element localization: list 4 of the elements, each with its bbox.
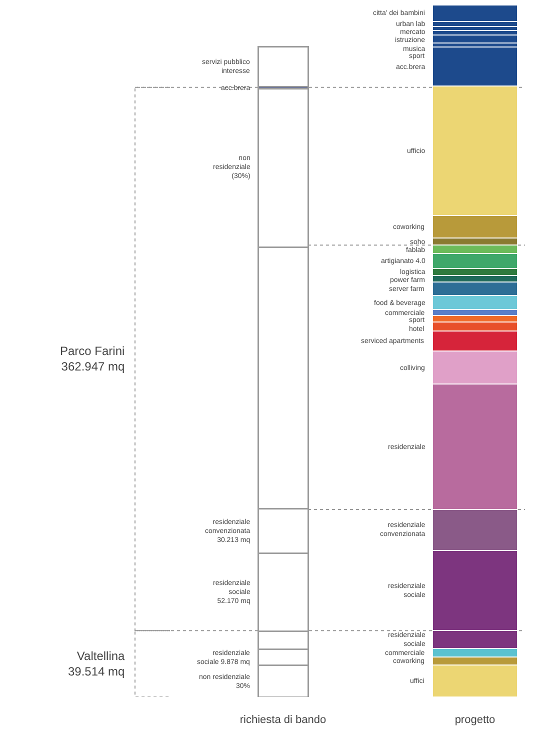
text: Valtellina 39.514 mq [68, 649, 126, 679]
x-tick-label: richiesta di bando [240, 714, 326, 726]
text: Parco Farini 362.947 mq [60, 344, 125, 374]
x-tick-label: progetto [454, 714, 496, 726]
